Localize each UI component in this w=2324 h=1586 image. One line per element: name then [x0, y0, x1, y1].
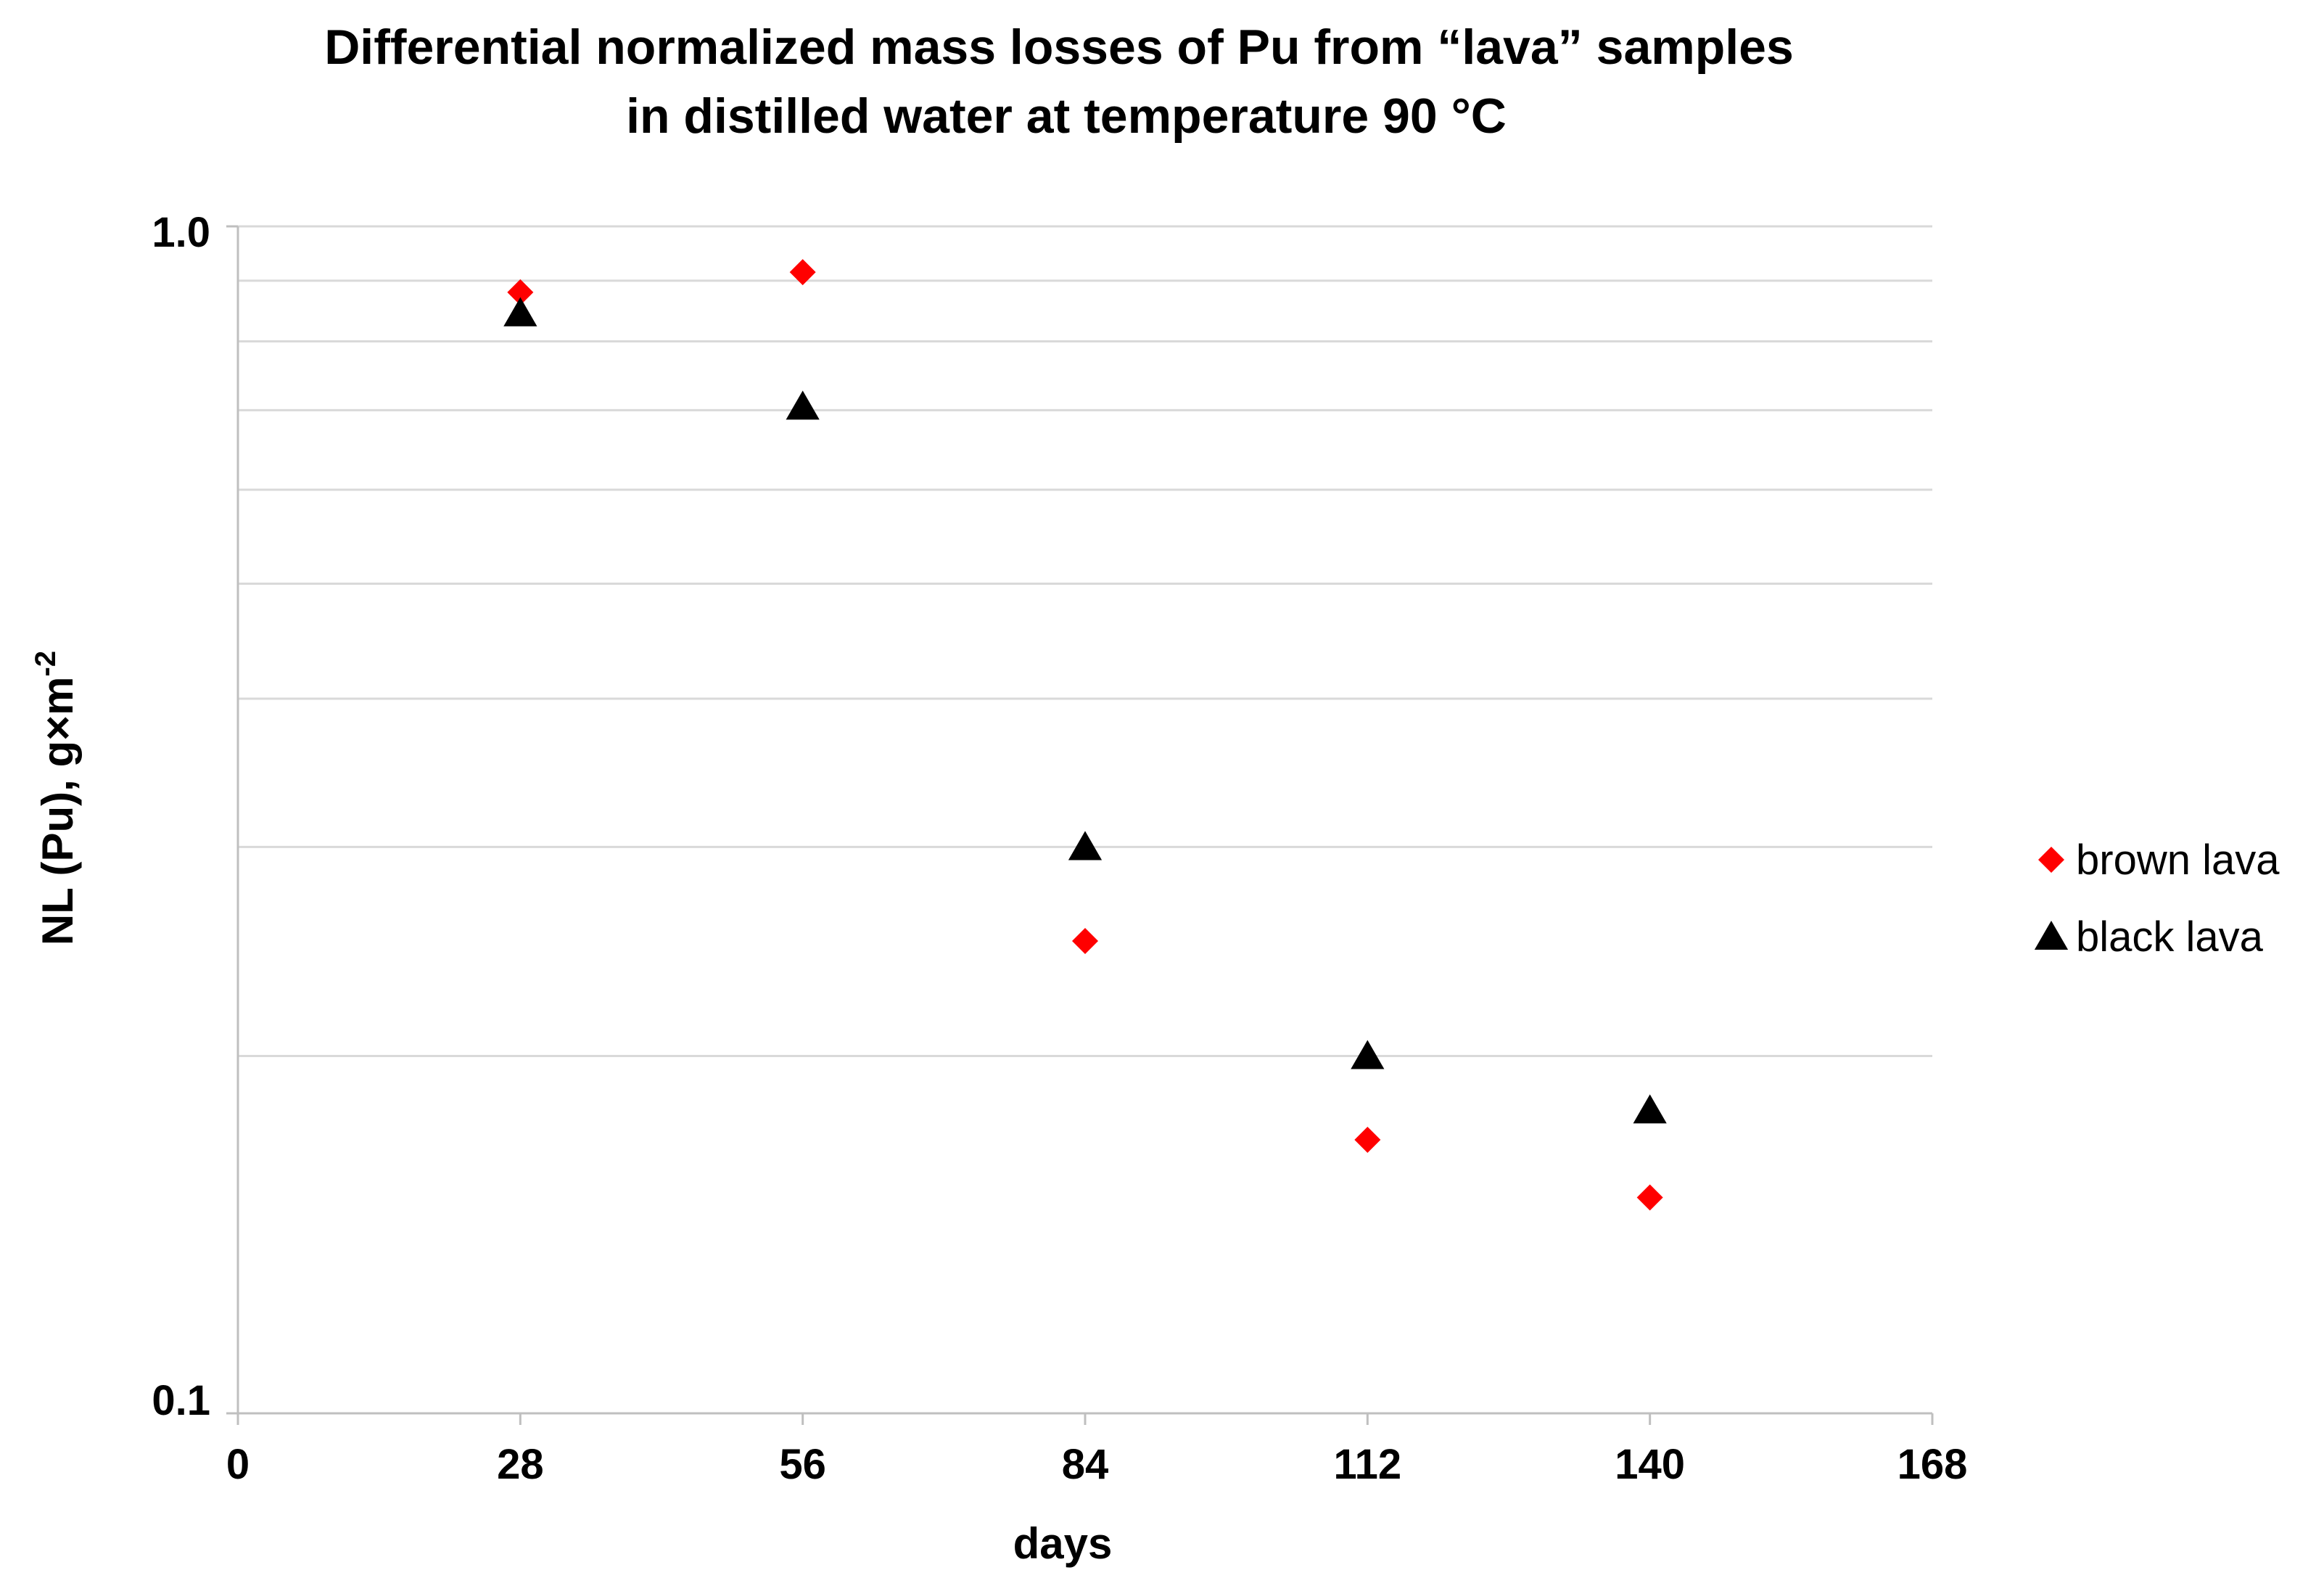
y-tick-label-bottom: 0.1 [152, 1377, 210, 1424]
series-black-lava [503, 297, 1667, 1124]
chart-title-line1: Differential normalized mass losses of P… [324, 20, 1794, 75]
y-tick-label-top: 1.0 [152, 209, 210, 256]
legend-marker-black-lava [2034, 921, 2069, 950]
black-lava-point-0 [503, 297, 537, 326]
gridlines [238, 225, 1932, 1058]
x-tick-label-4: 112 [1334, 1441, 1402, 1488]
x-tick-label-1: 28 [497, 1441, 544, 1488]
x-tick-label-3: 84 [1062, 1441, 1109, 1488]
legend: brown lava black lava [2034, 837, 2280, 961]
series-brown-lava [507, 259, 1663, 1211]
brown-lava-point-3 [1354, 1126, 1381, 1153]
chart-title-line2: in distilled water at temperature 90 °C [626, 89, 1507, 144]
y-axis-label-main: NL (Pu), g×m [33, 677, 82, 946]
y-axis-label-superscript: -2 [30, 651, 62, 677]
x-tick-labels: 0 28 56 84 112 140 168 [226, 1441, 1968, 1488]
black-lava-point-4 [1633, 1094, 1667, 1124]
x-tick-label-5: 140 [1615, 1441, 1685, 1488]
data-points [503, 259, 1667, 1211]
black-lava-point-3 [1351, 1040, 1385, 1069]
axes [226, 225, 1934, 1425]
x-tick-label-0: 0 [226, 1441, 250, 1488]
black-lava-point-1 [786, 390, 820, 420]
legend-label-black-lava: black lava [2076, 913, 2264, 961]
x-axis-label: days [1013, 1519, 1113, 1568]
black-lava-point-2 [1068, 831, 1103, 860]
x-tick-label-2: 56 [779, 1441, 826, 1488]
brown-lava-point-0 [507, 279, 534, 305]
brown-lava-point-2 [1072, 927, 1098, 954]
brown-lava-point-4 [1636, 1184, 1663, 1211]
y-tick-labels: 1.0 0.1 [152, 209, 210, 1424]
legend-label-brown-lava: brown lava [2076, 837, 2280, 884]
legend-marker-brown-lava [2038, 847, 2064, 873]
x-tick-label-6: 168 [1897, 1441, 1968, 1488]
brown-lava-point-1 [789, 259, 816, 286]
y-axis-label: NL (Pu), g×m-2 [30, 651, 82, 945]
